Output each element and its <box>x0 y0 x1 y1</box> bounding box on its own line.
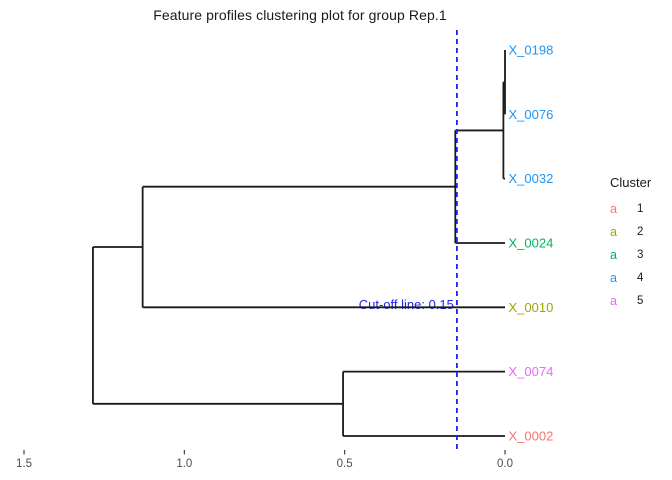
axis-tick-label: 0.5 <box>337 458 353 470</box>
legend-entry: a 3 <box>610 243 651 266</box>
chart-title: Feature profiles clustering plot for gro… <box>153 7 447 23</box>
legend-entry-label: 1 <box>637 202 644 215</box>
legend-entry-label: 3 <box>637 248 644 261</box>
leaf-label-x_0002: X_0002 <box>509 428 554 443</box>
legend-key-glyph: a <box>610 247 617 262</box>
leaf-label-x_0198: X_0198 <box>509 43 554 58</box>
legend-entry-label: 4 <box>637 271 644 284</box>
legend-entry-label: 2 <box>637 225 644 238</box>
leaf-label-x_0032: X_0032 <box>509 171 554 186</box>
leaf-label-x_0024: X_0024 <box>509 235 554 250</box>
leaf-label-x_0074: X_0074 <box>509 364 554 379</box>
legend-entry: a 2 <box>610 220 651 243</box>
legend-entry-label: 5 <box>637 294 644 307</box>
legend-entry: a 5 <box>610 289 651 312</box>
axis-tick-label: 1.5 <box>16 458 32 470</box>
legend-key-glyph: a <box>610 201 617 216</box>
leaf-label-x_0076: X_0076 <box>509 107 554 122</box>
legend-title: Cluster <box>610 175 652 190</box>
legend-key-glyph: a <box>610 293 617 308</box>
legend-entry: a 1 <box>610 197 651 220</box>
cutoff-line-label: Cut-off line: 0.15 <box>359 297 454 312</box>
legend-entry: a 4 <box>610 266 651 289</box>
legend-key-glyph: a <box>610 224 617 239</box>
leaf-label-x_0010: X_0010 <box>509 300 554 315</box>
cluster-legend: Cluster a 1 a 2 a 3 a 4 a 5 <box>610 175 651 312</box>
legend-key-glyph: a <box>610 270 617 285</box>
axis-tick-label: 1.0 <box>176 458 192 470</box>
axis-tick-label: 0.0 <box>497 458 513 470</box>
